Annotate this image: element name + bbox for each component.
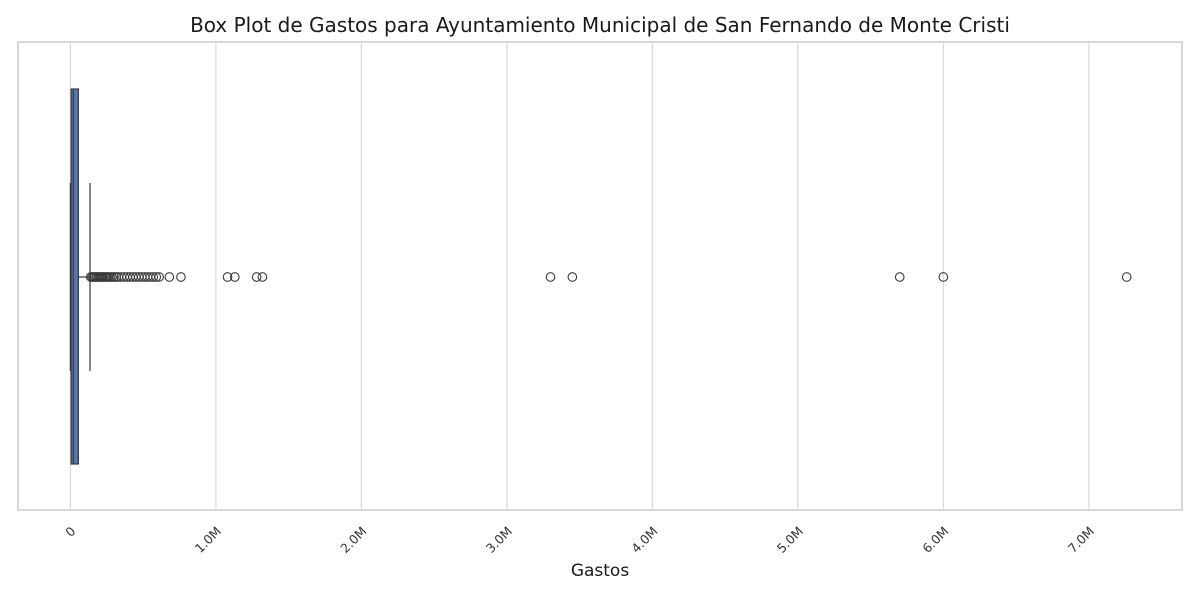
chart-title: Box Plot de Gastos para Ayuntamiento Mun…: [190, 13, 1010, 37]
outlier-layer: [85, 272, 1132, 282]
outlier-point: [257, 272, 268, 282]
x-tick-label: 0: [62, 523, 78, 539]
x-tick-label: 4.0M: [628, 524, 660, 556]
outlier-point: [567, 272, 578, 282]
outlier-point: [1121, 272, 1132, 282]
outlier-point: [229, 272, 240, 282]
outlier-point: [894, 272, 905, 282]
grid-layer: [69, 42, 1090, 510]
x-tick-label: 6.0M: [919, 524, 951, 556]
outlier-point: [148, 272, 159, 282]
outlier-point: [545, 272, 556, 282]
outlier-point: [176, 272, 186, 282]
x-axis-label: Gastos: [570, 561, 630, 581]
tick-layer: 0 1.0M 2.0M 3.0M 4.0M 5.0M 6.0M 7.0M: [62, 523, 1097, 555]
iqr-box: [70, 88, 79, 465]
outlier-point: [154, 272, 164, 282]
x-tick-label: 1.0M: [192, 524, 224, 556]
x-tick-label: 7.0M: [1065, 524, 1097, 556]
plot-area-frame: [17, 41, 1183, 511]
outlier-point: [938, 272, 949, 282]
outlier-point: [222, 272, 233, 282]
x-tick-label: 2.0M: [337, 524, 369, 556]
x-tick-label: 5.0M: [774, 524, 806, 556]
outlier-point: [251, 272, 262, 282]
box-layer: [69, 88, 91, 465]
outlier-point: [164, 272, 175, 282]
x-tick-label: 3.0M: [483, 524, 515, 556]
outlier-point: [151, 272, 162, 282]
